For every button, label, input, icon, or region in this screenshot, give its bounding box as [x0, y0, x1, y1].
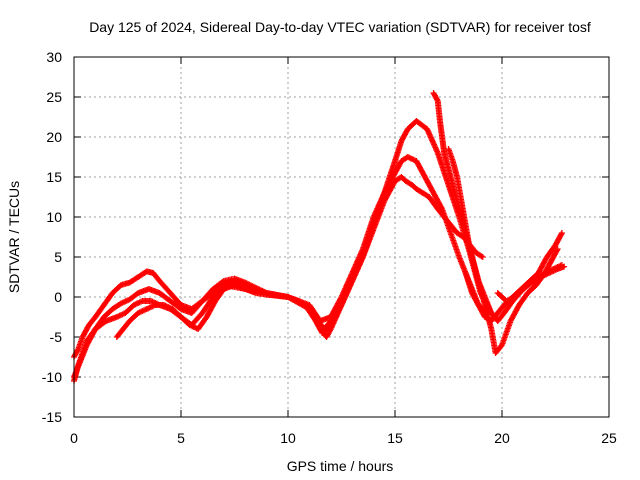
y-tick-label: -15 — [42, 409, 62, 425]
y-tick-label: 0 — [54, 289, 62, 305]
y-axis-label: SDTVAR / TECUs — [6, 181, 22, 293]
data-point — [558, 231, 565, 238]
y-tick-label: 30 — [46, 49, 62, 65]
data-point — [327, 318, 334, 324]
ticks — [73, 56, 610, 418]
data-point — [434, 96, 441, 103]
data-point — [326, 319, 333, 326]
x-tick-label: 5 — [177, 430, 185, 446]
data-point — [561, 263, 568, 270]
y-tick-label: 20 — [46, 129, 62, 145]
data-point — [74, 347, 81, 354]
data-point — [478, 253, 485, 260]
grid — [74, 57, 609, 417]
x-tick-label: 10 — [280, 430, 296, 446]
plot-frame — [73, 56, 610, 418]
y-tick-label: 15 — [46, 169, 62, 185]
y-tick-label: 10 — [46, 209, 62, 225]
x-tick-label: 15 — [387, 430, 403, 446]
tick-labels: 0 5 10 15 20 25 -15 -10 -5 0 5 10 15 20 25 30 — [42, 49, 617, 446]
x-tick-label: 25 — [601, 430, 617, 446]
series-track-8 — [494, 263, 568, 304]
series-track-5 — [430, 90, 565, 324]
data-point — [558, 230, 565, 236]
x-axis-label: GPS time / hours — [287, 458, 394, 474]
series-track-1 — [71, 174, 486, 360]
data-point — [438, 204, 445, 211]
series-track-6 — [445, 146, 561, 356]
y-tick-label: -5 — [50, 329, 63, 345]
data-point — [479, 254, 486, 260]
data-layer — [71, 90, 568, 384]
y-tick-label: -10 — [42, 369, 62, 385]
data-point — [327, 327, 334, 334]
series-track-4 — [113, 282, 334, 340]
chart-title: Day 125 of 2024, Sidereal Day-to-day VTE… — [89, 19, 591, 35]
x-tick-label: 20 — [494, 430, 510, 446]
y-tick-label: 25 — [46, 89, 62, 105]
series-track-3 — [71, 118, 495, 380]
x-tick-label: 0 — [70, 430, 78, 446]
y-tick-label: 5 — [54, 249, 62, 265]
series-track-2 — [71, 154, 491, 384]
